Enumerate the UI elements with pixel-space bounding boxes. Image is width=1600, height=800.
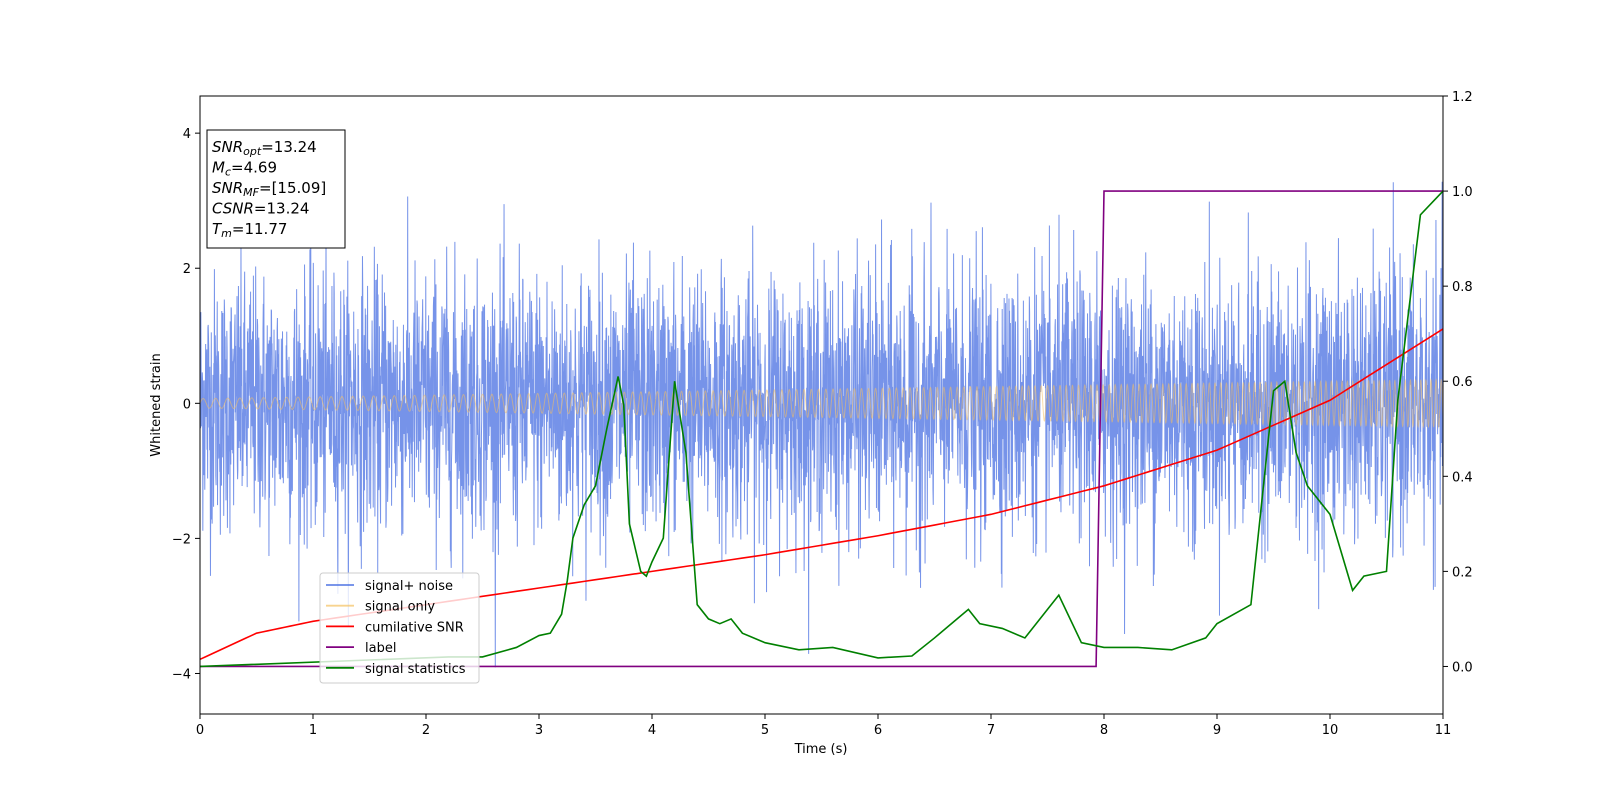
y-tick-label: −2 [172, 532, 191, 547]
x-tick-label: 8 [1100, 723, 1108, 738]
axes-frame [199, 95, 1444, 715]
y2-tick-label: 0.4 [1452, 470, 1473, 485]
x-tick-label: 1 [309, 723, 317, 738]
y-tick-label: 2 [183, 262, 191, 277]
x-tick-label: 5 [761, 723, 769, 738]
plot-area [200, 181, 1443, 668]
y-tick-label: 0 [183, 397, 191, 412]
y2-tick-label: 0.0 [1452, 660, 1473, 675]
annotation-box: SNRopt=13.24Mc=4.69SNRMF=[15.09]CSNR=13.… [206, 129, 346, 249]
y-axis-right: 0.0 0.2 0.4 0.6 0.8 1.0 1.2 [1443, 90, 1473, 675]
series-signal-noise [200, 181, 1443, 668]
x-tick-label: 7 [987, 723, 995, 738]
annotation-line: Tm=11.77 [212, 220, 287, 240]
x-tick-label: 11 [1435, 723, 1452, 738]
series-signal-only [200, 378, 1443, 429]
legend-frame [319, 572, 480, 684]
y-tick-label: −4 [172, 667, 191, 682]
y2-tick-label: 0.8 [1452, 280, 1473, 295]
x-tick-label: 3 [535, 723, 543, 738]
annotation-frame [206, 129, 346, 249]
y2-tick-label: 1.0 [1452, 185, 1473, 200]
y-tick-label: 4 [183, 127, 191, 142]
x-tick-label: 6 [874, 723, 882, 738]
x-tick-label: 2 [422, 723, 430, 738]
annotation-line: SNRopt=13.24 [212, 138, 317, 158]
series-cumulative-snr [200, 328, 1443, 661]
legend-entry: label [365, 641, 396, 656]
y2-tick-label: 1.2 [1452, 90, 1473, 105]
legend-entry: cumilative SNR [365, 620, 464, 635]
annotation-line: SNRMF=[15.09] [212, 179, 326, 199]
legend-entry: signal only [365, 600, 435, 615]
legend-entry: signal statistics [365, 662, 466, 677]
y2-tick-label: 0.2 [1452, 565, 1473, 580]
series-signal-statistics [200, 190, 1443, 668]
legend: signal+ noise signal only cumilative SNR la… [319, 572, 480, 684]
x-tick-label: 0 [196, 723, 204, 738]
x-axis: 0 1 2 3 4 5 6 7 8 9 10 11 [196, 714, 1451, 738]
y-axis-left: −4 −2 0 2 4 [172, 127, 200, 682]
y2-tick-label: 0.6 [1452, 375, 1473, 390]
y-axis-label: Whitened strain [149, 353, 164, 456]
annotation-line: CSNR=13.24 [212, 200, 309, 218]
series-label [200, 190, 1443, 668]
legend-entry: signal+ noise [365, 579, 453, 594]
x-tick-label: 4 [648, 723, 656, 738]
x-tick-label: 9 [1213, 723, 1221, 738]
x-axis-label: Time (s) [794, 742, 848, 757]
annotation-line: Mc=4.69 [212, 159, 277, 179]
x-tick-label: 10 [1322, 723, 1339, 738]
